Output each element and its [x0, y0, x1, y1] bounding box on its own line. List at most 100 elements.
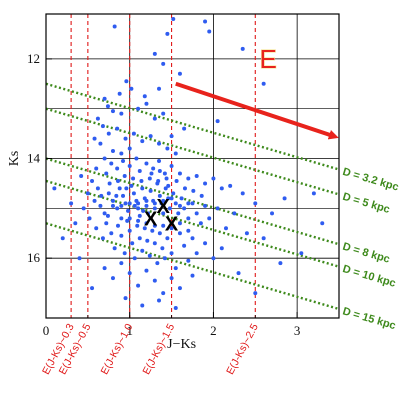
data-point	[119, 216, 124, 221]
data-point	[102, 266, 107, 271]
data-point	[162, 256, 167, 261]
data-point	[144, 101, 149, 106]
data-point	[123, 136, 128, 141]
data-point	[173, 201, 178, 206]
data-point	[135, 223, 140, 228]
data-point	[211, 256, 216, 261]
data-point	[194, 251, 199, 256]
data-point	[140, 186, 145, 191]
data-point	[131, 131, 136, 136]
data-point	[203, 19, 208, 24]
data-point	[177, 286, 182, 291]
data-point	[203, 181, 208, 186]
plot-frame	[45, 13, 340, 319]
data-point	[60, 236, 65, 241]
data-point	[119, 111, 124, 116]
y-tick-label: 14	[27, 151, 41, 166]
data-point	[190, 201, 195, 206]
data-point	[144, 221, 149, 226]
data-point	[169, 251, 174, 256]
data-point	[127, 271, 132, 276]
data-point	[191, 188, 196, 193]
data-point	[77, 256, 82, 261]
data-point	[190, 273, 195, 278]
data-point	[110, 276, 115, 281]
data-point	[182, 243, 187, 248]
data-point	[270, 211, 275, 216]
data-point	[142, 94, 147, 99]
data-point	[152, 206, 157, 211]
data-point	[198, 221, 203, 226]
distance-line	[46, 222, 339, 311]
data-point	[122, 173, 127, 178]
data-point	[115, 223, 120, 228]
data-point	[215, 206, 220, 211]
data-point	[190, 236, 195, 241]
data-point	[173, 266, 178, 271]
data-point	[100, 236, 105, 241]
data-point	[163, 186, 168, 191]
data-point	[156, 178, 161, 183]
data-point	[124, 186, 129, 191]
data-point	[148, 188, 153, 193]
data-point	[137, 213, 142, 218]
data-point	[123, 201, 128, 206]
data-point	[110, 109, 115, 114]
data-point	[161, 223, 166, 228]
data-point	[166, 196, 171, 201]
data-point	[73, 221, 78, 226]
data-point	[282, 196, 287, 201]
data-point	[215, 119, 220, 124]
data-point	[278, 261, 283, 266]
data-point	[81, 206, 86, 211]
data-point	[299, 251, 304, 256]
x-tick-label: 1	[126, 323, 133, 338]
data-point	[110, 203, 115, 208]
marked-star: X	[157, 196, 171, 218]
data-point	[146, 211, 151, 216]
marked-star: X	[165, 213, 179, 235]
data-point	[194, 173, 199, 178]
data-point	[132, 203, 137, 208]
data-point	[171, 191, 176, 196]
data-point	[157, 141, 162, 146]
data-point	[115, 206, 120, 211]
data-point	[161, 111, 166, 116]
data-point	[85, 191, 90, 196]
data-point	[92, 198, 97, 203]
data-point	[207, 216, 212, 221]
data-point	[152, 116, 157, 121]
data-point	[161, 198, 166, 203]
data-point	[136, 201, 141, 206]
data-points	[52, 16, 325, 311]
data-point	[144, 161, 149, 166]
data-point	[320, 221, 325, 226]
data-point	[110, 149, 115, 154]
data-point	[207, 29, 212, 34]
data-point	[137, 236, 142, 241]
data-point	[174, 178, 179, 183]
data-point	[169, 164, 174, 168]
data-point	[107, 181, 112, 186]
distance-label: D = 8 kpc	[341, 241, 391, 266]
data-point	[186, 216, 191, 221]
data-point	[147, 176, 152, 181]
data-point	[177, 71, 182, 76]
data-point	[169, 134, 174, 139]
data-point	[104, 171, 109, 176]
data-point	[136, 283, 141, 288]
data-point	[136, 106, 141, 111]
data-point	[171, 16, 176, 21]
data-point	[132, 256, 137, 261]
x-tick-label: 2	[210, 323, 217, 338]
data-point	[149, 171, 154, 176]
data-point	[90, 178, 95, 183]
data-point	[157, 193, 162, 198]
data-point	[121, 193, 126, 198]
data-point	[152, 223, 157, 228]
data-point	[161, 61, 166, 66]
data-point	[161, 291, 166, 296]
data-point	[131, 176, 136, 181]
